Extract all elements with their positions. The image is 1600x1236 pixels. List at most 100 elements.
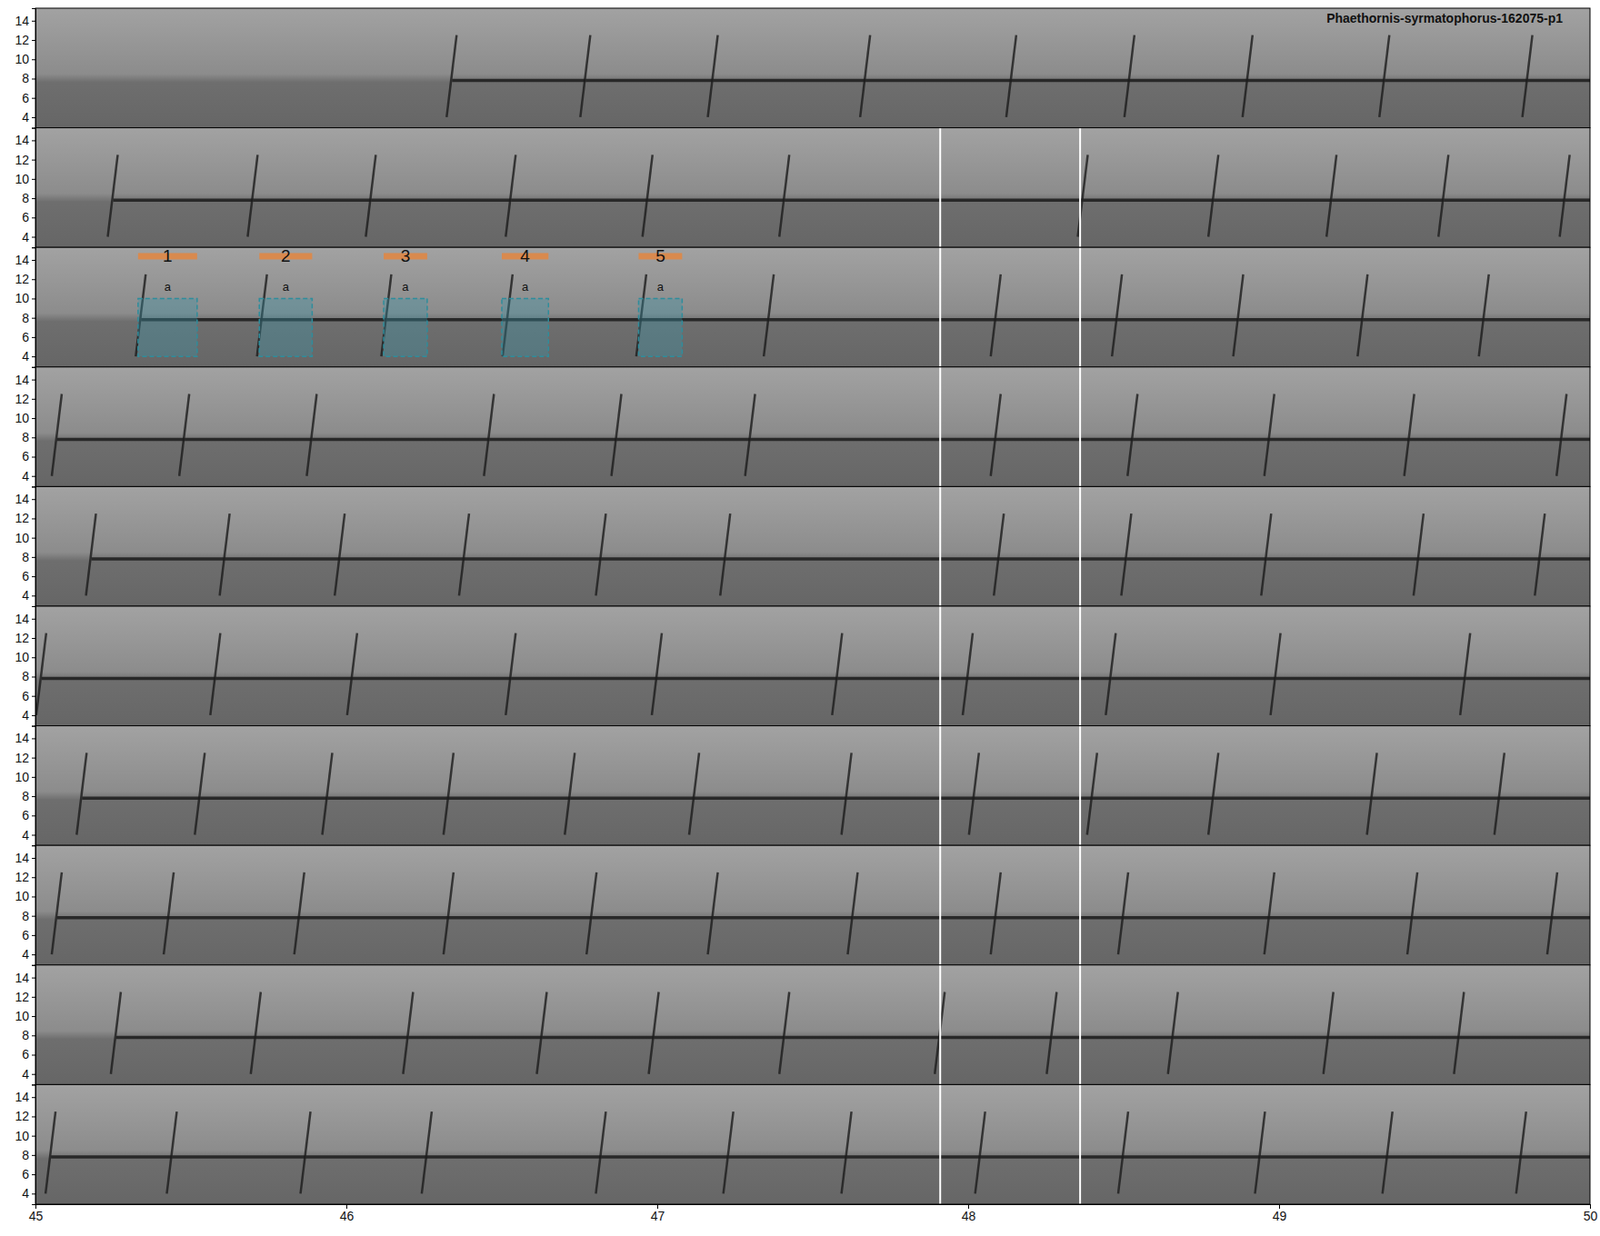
y-tick: 4 — [21, 349, 36, 364]
y-tick-label: 6 — [21, 689, 30, 704]
y-tick-label: 6 — [21, 1167, 30, 1182]
tone — [980, 1155, 1124, 1160]
sweep — [220, 513, 230, 596]
y-tick-line — [31, 437, 36, 439]
y-tick-line — [31, 1116, 36, 1118]
y-tick-line — [31, 997, 36, 999]
y-axis-line — [31, 367, 37, 488]
sweep — [1382, 1111, 1393, 1194]
y-tick-line — [31, 279, 36, 280]
sweep — [651, 633, 662, 716]
sweep — [1560, 154, 1570, 237]
y-axis-line — [31, 726, 37, 847]
sweep — [993, 513, 1004, 596]
sweep — [163, 872, 174, 955]
sweep — [443, 752, 454, 835]
y-tick-label: 12 — [14, 271, 30, 287]
sweep — [347, 633, 358, 716]
y-tick-label: 8 — [21, 909, 30, 924]
divider — [1079, 1084, 1081, 1205]
tone — [340, 557, 465, 561]
y-tick: 4 — [21, 469, 36, 484]
sweep — [1460, 633, 1470, 716]
y-tick-label: 4 — [21, 588, 30, 603]
y-tick-label: 6 — [21, 210, 30, 225]
tone — [50, 1155, 172, 1160]
tone — [837, 677, 969, 681]
sweep — [1242, 35, 1253, 118]
tone — [510, 198, 648, 202]
sweep — [1367, 752, 1378, 835]
row-frame — [35, 367, 1590, 488]
tone — [694, 796, 848, 800]
plot-area — [45, 1084, 1590, 1205]
row-background — [35, 965, 1590, 1086]
tone — [1126, 557, 1267, 561]
y-axis-line — [31, 128, 37, 249]
sweep — [595, 513, 606, 596]
y-tick-label: 12 — [14, 870, 30, 885]
tone — [352, 677, 511, 681]
y-tick-label: 12 — [14, 630, 30, 646]
sweep — [1120, 513, 1131, 596]
divider — [939, 726, 941, 847]
tone — [57, 438, 185, 442]
sweep — [723, 1111, 734, 1194]
y-tick-line — [31, 738, 36, 740]
y-tick: 12 — [14, 391, 36, 407]
x-tick-label: 49 — [1272, 1209, 1288, 1224]
sweep — [779, 992, 790, 1075]
annotation-tag: a — [164, 280, 172, 294]
sweep — [321, 752, 332, 835]
y-tick-label: 10 — [14, 650, 30, 665]
y-tick-line — [31, 796, 36, 798]
y-tick-line — [31, 896, 36, 898]
y-tick: 8 — [21, 909, 36, 924]
plot-area — [51, 845, 1590, 966]
tone — [1132, 438, 1270, 442]
y-tick: 12 — [14, 1109, 36, 1124]
annotation-tag: a — [401, 280, 410, 294]
sweep — [1407, 872, 1418, 955]
y-tick: 6 — [21, 928, 36, 943]
y-axis: 468101214 — [14, 248, 36, 369]
sweep — [45, 1111, 56, 1194]
y-tick: 10 — [14, 51, 36, 67]
tone — [585, 79, 713, 83]
sweep — [1168, 992, 1179, 1075]
y-tick: 4 — [21, 1186, 36, 1201]
y-tick: 8 — [21, 669, 36, 684]
y-tick-label: 12 — [14, 990, 30, 1005]
sweep — [689, 752, 700, 835]
tone — [999, 557, 1127, 561]
y-tick: 6 — [21, 689, 36, 704]
y-tick: 4 — [21, 708, 36, 723]
divider — [1079, 606, 1081, 727]
divider — [939, 845, 941, 966]
y-tick-label: 6 — [21, 330, 30, 345]
tone — [1561, 438, 1590, 442]
row-background — [35, 1084, 1590, 1205]
y-axis: 468101214 — [14, 128, 36, 249]
sweep — [1264, 394, 1275, 477]
sweep — [36, 633, 47, 716]
y-tick-label: 8 — [21, 430, 30, 445]
tone — [1329, 1036, 1460, 1040]
tone — [852, 916, 996, 920]
tone — [541, 1036, 654, 1040]
sweep — [969, 752, 980, 835]
sweep — [505, 154, 516, 237]
sweep — [536, 992, 547, 1075]
y-tick: 12 — [14, 32, 36, 48]
y-tick-label: 12 — [14, 32, 30, 48]
y-tick-label: 10 — [14, 290, 30, 306]
annotation-tag: a — [282, 280, 290, 294]
tone — [1410, 438, 1563, 442]
tone — [1484, 318, 1590, 322]
sweep — [1438, 154, 1449, 237]
y-tick: 6 — [21, 569, 36, 584]
sweep — [1124, 35, 1135, 118]
y-tick-line — [31, 595, 36, 597]
y-axis-line — [31, 487, 37, 608]
tone — [1110, 677, 1276, 681]
